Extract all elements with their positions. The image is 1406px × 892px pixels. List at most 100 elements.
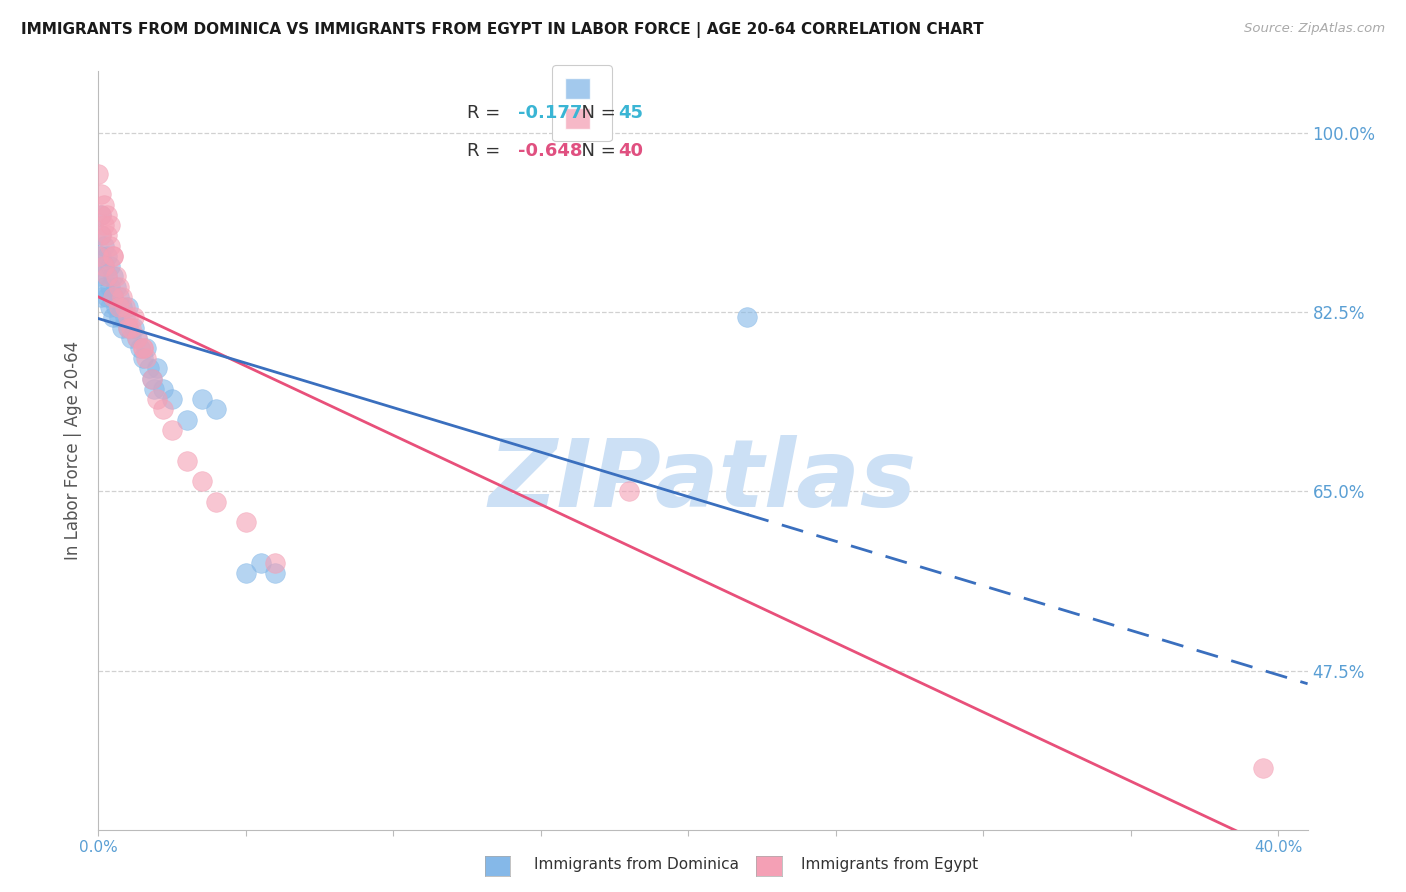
- Point: [90, 208, 112, 222]
- Point: [93, 218, 115, 232]
- Point: [190, 392, 212, 407]
- Point: [190, 474, 212, 488]
- Point: [98, 300, 121, 314]
- Text: Immigrants from Egypt: Immigrants from Egypt: [801, 857, 979, 872]
- Point: [96, 208, 118, 222]
- Point: [108, 290, 131, 304]
- Legend: , : ,: [553, 65, 612, 141]
- Point: [735, 310, 758, 325]
- Point: [111, 300, 134, 314]
- Point: [101, 290, 124, 304]
- Point: [90, 208, 112, 222]
- Point: [114, 300, 136, 314]
- Point: [205, 494, 228, 508]
- Text: ZIPatlas: ZIPatlas: [489, 434, 917, 527]
- Point: [1253, 761, 1275, 775]
- Point: [98, 259, 121, 273]
- Point: [96, 290, 118, 304]
- Point: [125, 331, 148, 345]
- Point: [90, 249, 112, 263]
- Point: [205, 402, 228, 417]
- Point: [120, 320, 142, 334]
- Point: [96, 269, 118, 284]
- Text: Source: ZipAtlas.com: Source: ZipAtlas.com: [1244, 22, 1385, 36]
- Text: -0.177: -0.177: [517, 104, 582, 122]
- Point: [146, 392, 169, 407]
- Point: [101, 249, 124, 263]
- Point: [131, 341, 153, 355]
- Point: [176, 453, 198, 467]
- Point: [108, 279, 131, 293]
- Point: [96, 249, 118, 263]
- Point: [87, 249, 110, 263]
- Point: [120, 331, 142, 345]
- Point: [128, 341, 150, 355]
- Point: [93, 259, 115, 273]
- Point: [87, 167, 110, 181]
- Point: [122, 320, 145, 334]
- Point: [105, 269, 128, 284]
- Text: -0.648: -0.648: [517, 142, 582, 160]
- Point: [131, 341, 153, 355]
- Point: [111, 320, 134, 334]
- Point: [101, 290, 124, 304]
- Text: N =: N =: [569, 104, 621, 122]
- Text: 45: 45: [619, 104, 644, 122]
- Point: [160, 392, 183, 407]
- Point: [117, 320, 139, 334]
- Point: [98, 279, 121, 293]
- Point: [117, 310, 139, 325]
- Point: [143, 382, 166, 396]
- Point: [264, 566, 287, 581]
- Point: [90, 228, 112, 243]
- Point: [101, 269, 124, 284]
- Point: [249, 556, 271, 570]
- Point: [235, 515, 257, 529]
- Point: [93, 259, 115, 273]
- Point: [152, 382, 174, 396]
- Point: [141, 372, 163, 386]
- Point: [93, 238, 115, 252]
- Point: [111, 290, 134, 304]
- Point: [101, 310, 124, 325]
- Point: [87, 269, 110, 284]
- Point: [90, 228, 112, 243]
- Point: [160, 423, 183, 437]
- Point: [90, 290, 112, 304]
- Y-axis label: In Labor Force | Age 20-64: In Labor Force | Age 20-64: [63, 341, 82, 560]
- Point: [135, 351, 157, 366]
- Point: [264, 556, 287, 570]
- Point: [131, 351, 153, 366]
- Point: [101, 249, 124, 263]
- Point: [96, 269, 118, 284]
- Text: IMMIGRANTS FROM DOMINICA VS IMMIGRANTS FROM EGYPT IN LABOR FORCE | AGE 20-64 COR: IMMIGRANTS FROM DOMINICA VS IMMIGRANTS F…: [21, 22, 984, 38]
- Point: [93, 197, 115, 211]
- Point: [105, 300, 128, 314]
- Point: [619, 484, 641, 499]
- Point: [108, 300, 131, 314]
- Point: [105, 279, 128, 293]
- Point: [98, 238, 121, 252]
- Text: R =: R =: [467, 142, 506, 160]
- Point: [114, 310, 136, 325]
- Text: N =: N =: [569, 142, 621, 160]
- Point: [122, 310, 145, 325]
- Point: [108, 310, 131, 325]
- Point: [90, 187, 112, 202]
- Point: [135, 341, 157, 355]
- Point: [235, 566, 257, 581]
- Point: [96, 228, 118, 243]
- Point: [176, 413, 198, 427]
- Point: [152, 402, 174, 417]
- Point: [125, 331, 148, 345]
- Point: [141, 372, 163, 386]
- Point: [117, 300, 139, 314]
- Point: [93, 279, 115, 293]
- Text: 40: 40: [619, 142, 644, 160]
- Point: [117, 320, 139, 334]
- Point: [138, 361, 160, 376]
- Text: R =: R =: [467, 104, 506, 122]
- Point: [98, 218, 121, 232]
- Text: Immigrants from Dominica: Immigrants from Dominica: [534, 857, 740, 872]
- Point: [146, 361, 169, 376]
